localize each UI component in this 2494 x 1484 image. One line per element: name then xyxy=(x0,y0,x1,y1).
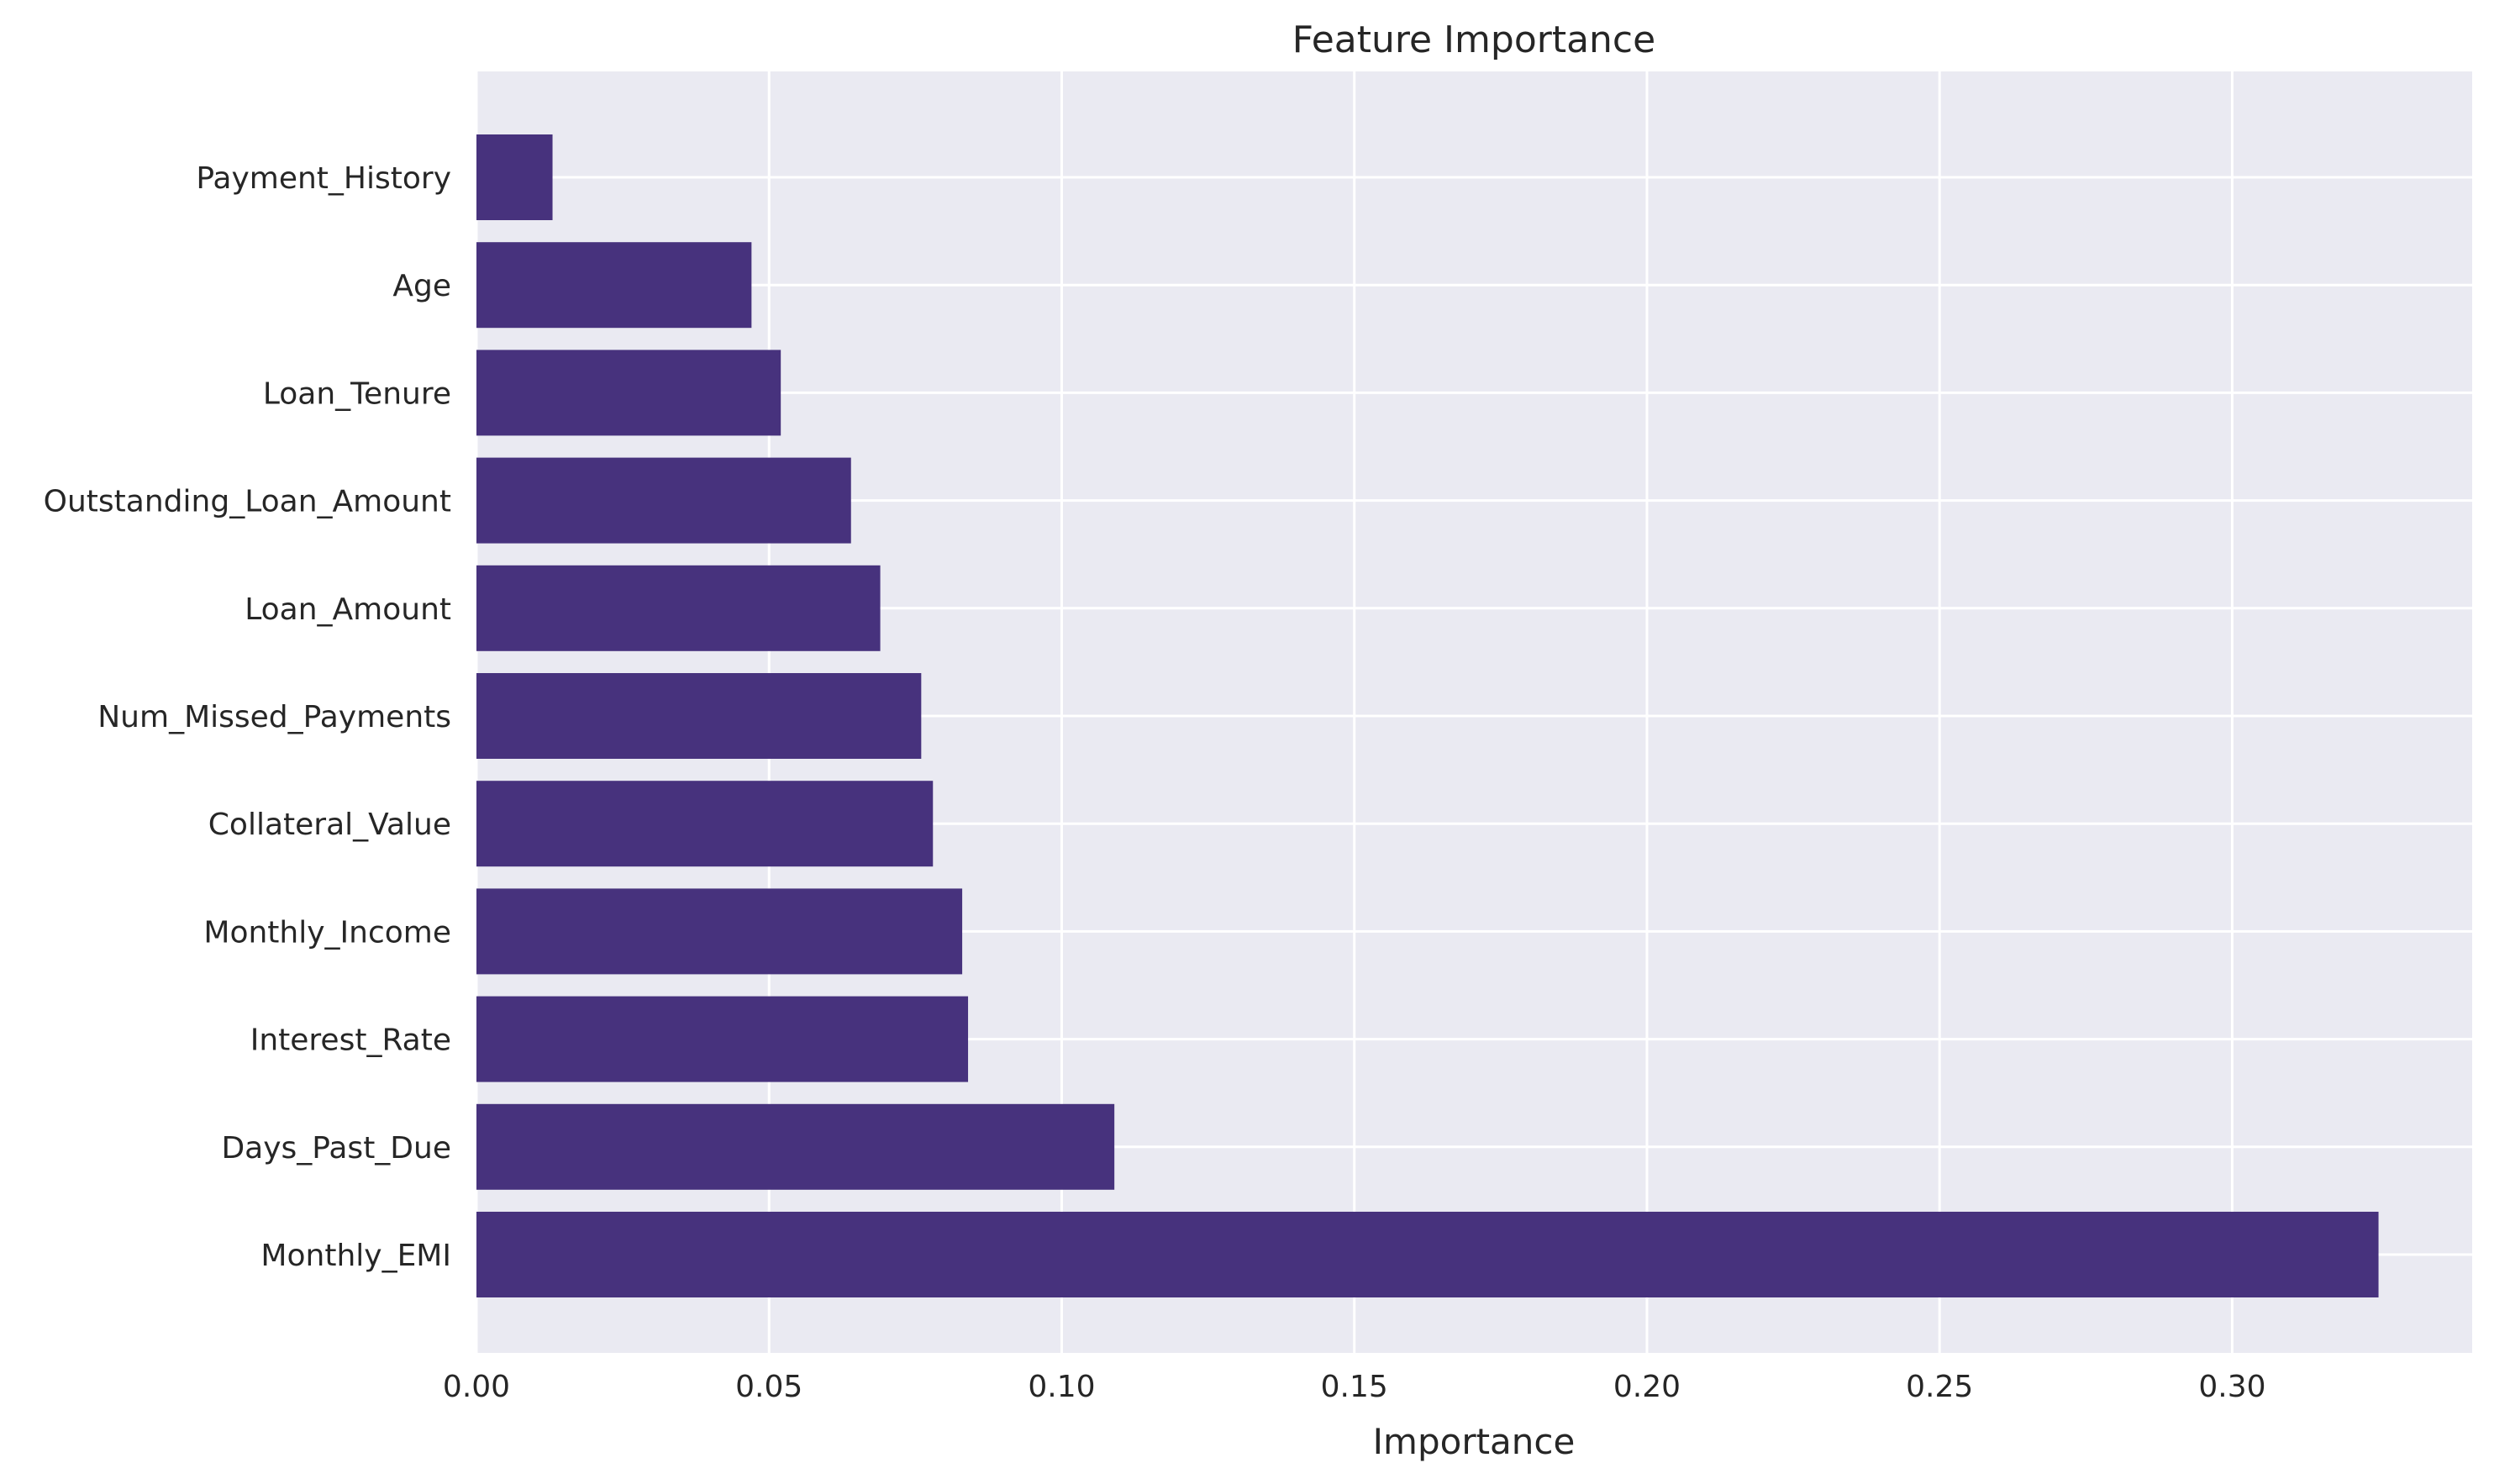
chart-title: Feature Importance xyxy=(1292,18,1655,61)
y-tick-label: Loan_Amount xyxy=(245,592,451,627)
x-tick-label: 0.25 xyxy=(1906,1370,1973,1404)
x-tick-labels: 0.00 0.05 0.10 0.15 0.20 0.25 0.30 xyxy=(443,1370,2266,1404)
y-tick-label: Outstanding_Loan_Amount xyxy=(44,485,451,519)
bar-monthly-emi xyxy=(476,1212,2379,1297)
bar-interest-rate xyxy=(476,996,969,1082)
x-tick-label: 0.10 xyxy=(1028,1370,1095,1404)
y-tick-label: Interest_Rate xyxy=(250,1024,451,1058)
y-tick-labels: Payment_History Age Loan_Tenure Outstanding… xyxy=(44,161,451,1273)
x-tick-label: 0.05 xyxy=(735,1370,802,1404)
grid-lines xyxy=(475,71,2472,1353)
y-tick-label: Monthly_Income xyxy=(203,915,451,950)
x-tick-label: 0.15 xyxy=(1321,1370,1388,1404)
bar-payment-history xyxy=(476,134,553,220)
bar-loan-amount xyxy=(476,565,881,651)
bar-loan-tenure xyxy=(476,350,781,436)
y-tick-label: Age xyxy=(392,269,451,303)
bar-collateral-value xyxy=(476,781,934,867)
x-tick-label: 0.30 xyxy=(2198,1370,2265,1404)
y-tick-label: Num_Missed_Payments xyxy=(97,700,451,734)
bar-age xyxy=(476,242,752,329)
x-tick-label: 0.20 xyxy=(1613,1370,1681,1404)
y-tick-label: Collateral_Value xyxy=(208,808,451,842)
bar-days-past-due xyxy=(476,1103,1115,1190)
y-tick-label: Loan_Tenure xyxy=(263,376,451,411)
x-axis-label: Importance xyxy=(1373,1421,1576,1462)
bar-monthly-income xyxy=(476,888,963,975)
y-tick-label: Monthly_EMI xyxy=(260,1239,451,1273)
y-tick-label: Payment_History xyxy=(196,161,451,196)
bar-num-missed-payments xyxy=(476,673,922,759)
y-tick-label: Days_Past_Due xyxy=(221,1131,451,1166)
bar-outstanding-loan-amount xyxy=(476,457,851,544)
bars xyxy=(476,134,2379,1297)
x-tick-label: 0.00 xyxy=(443,1370,510,1404)
